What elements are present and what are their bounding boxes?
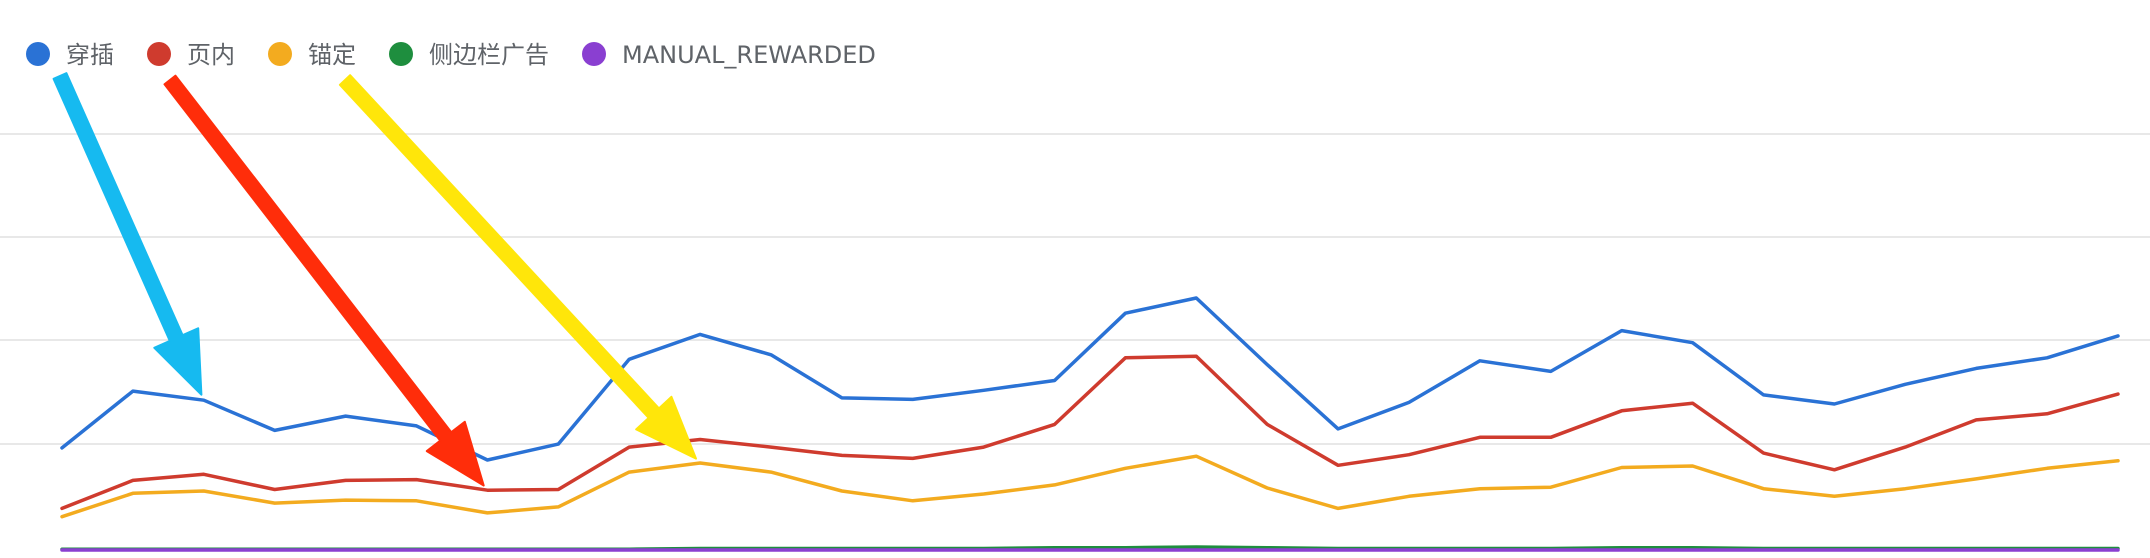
legend-label: 穿插 [66,41,114,69]
chart-annotations [52,72,697,487]
legend-label: 侧边栏广告 [429,41,549,69]
chart-legend: 穿插 页内 锚定 侧边栏广告 MANUAL_REWARDED [26,41,876,69]
legend-marker [147,42,171,66]
chart-grid [0,133,2150,445]
legend-item[interactable]: 锚定 [268,41,356,69]
legend-marker [389,42,413,66]
series-line-2 [60,354,2120,511]
chart-series [60,296,2120,552]
legend-label: 页内 [187,41,235,69]
legend-marker [582,42,606,66]
legend-item[interactable]: 穿插 [26,41,114,69]
annotation-arrow-2 [163,74,485,487]
legend-marker [26,42,50,66]
legend-item[interactable]: MANUAL_REWARDED [582,41,876,69]
annotation-arrow-1 [52,72,203,396]
legend-marker [268,42,292,66]
series-line-3 [60,454,2120,519]
annotation-arrow-3 [338,74,697,460]
legend-label: MANUAL_REWARDED [622,41,876,69]
legend-label: 锚定 [308,41,356,69]
series-line-1 [60,296,2120,462]
legend-item[interactable]: 侧边栏广告 [389,41,549,69]
legend-item[interactable]: 页内 [147,41,235,69]
